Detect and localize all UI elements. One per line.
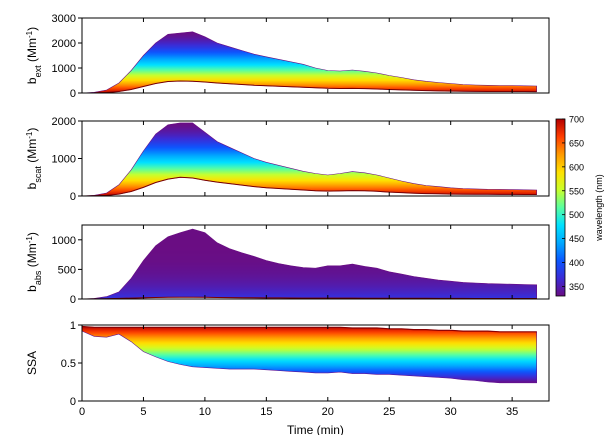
longwave-edge (81, 176, 537, 197)
y-tick-label: 0.5 (61, 358, 76, 370)
x-tick-label: 15 (260, 406, 272, 418)
y-tick-label: 1000 (52, 154, 76, 166)
x-tick-label: 30 (445, 406, 457, 418)
y-axis-label: bext (Mm-1) (25, 27, 44, 84)
plot-frame (81, 224, 550, 300)
x-tick-label: 25 (383, 406, 395, 418)
x-tick-label: 10 (199, 406, 211, 418)
spectral-area-1 (81, 31, 537, 94)
panel-4: 0 5 10 15 20 25 30 35 0 0.5 1 SSA Time (min) (25, 320, 550, 435)
y-tick-label: 0 (70, 294, 76, 306)
y-tick-label: 2000 (52, 38, 76, 50)
y-tick-label: 3000 (52, 13, 76, 25)
y-tick-label: 1000 (52, 235, 76, 247)
x-tick-label: 35 (506, 406, 518, 418)
y-tick-label: 2000 (52, 116, 76, 128)
colorbar-tick-label: 350 (569, 282, 584, 292)
y-tick-label: 0 (70, 88, 76, 100)
x-tick-label: 0 (79, 406, 85, 418)
longwave-edge (81, 296, 537, 300)
colorbar-scale (555, 118, 566, 297)
colorbar-tick-label: 500 (569, 210, 584, 220)
colorbar-tick-label: 400 (569, 258, 584, 268)
y-axis-label: SSA (25, 351, 39, 375)
x-tick-label: 5 (140, 406, 146, 418)
y-tick-label: 0 (70, 396, 76, 408)
spectral-area-4 (81, 326, 537, 384)
y-axis-label: babs (Mm-1) (25, 232, 44, 292)
colorbar: 700 650 600 550 500 450 400 350 wavelength (nm) (555, 115, 604, 297)
x-axis-label: Time (min) (287, 423, 344, 435)
spectral-area-3 (81, 228, 537, 300)
ssa-longwave-edge (81, 325, 537, 333)
y-tick-label: 500 (58, 264, 76, 276)
panel-1: 0 1000 2000 3000 bext (Mm-1) (25, 13, 550, 100)
colorbar-tick-label: 450 (569, 234, 584, 244)
colorbar-tick-label: 600 (569, 162, 584, 172)
colorbar-tick-label: 550 (569, 186, 584, 196)
plot-frame (81, 17, 550, 94)
colorbar-tick-label: 700 (569, 115, 584, 125)
longwave-edge (81, 80, 537, 94)
y-axis-label: bscat (Mm-1) (25, 128, 44, 190)
colorbar-tick-label: 650 (569, 138, 584, 148)
y-tick-label: 0 (70, 191, 76, 203)
panel-2: 0 1000 2000 bscat (Mm-1) (25, 116, 550, 203)
y-tick-label: 1000 (52, 63, 76, 75)
colorbar-label: wavelength (nm) (594, 174, 604, 242)
panel-3: 0 500 1000 babs (Mm-1) (25, 224, 550, 306)
y-tick-label: 1 (70, 320, 76, 332)
x-tick-label: 20 (322, 406, 334, 418)
